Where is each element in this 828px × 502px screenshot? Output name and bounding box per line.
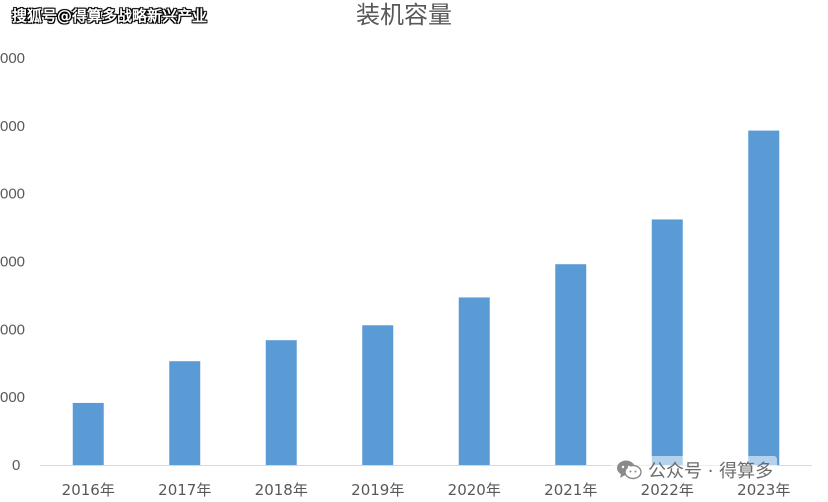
x-tick-label: 2020年 [448, 481, 501, 499]
y-tick-label: 000 [0, 389, 25, 406]
top-watermark: 搜狐号@得算多战略新兴产业 [12, 7, 208, 25]
bar-2017年 [169, 361, 201, 465]
y-tick-label: 000 [0, 50, 25, 67]
y-tick-label: 000 [0, 118, 25, 135]
bar-2016年 [72, 402, 104, 465]
x-tick-label: 2023年 [737, 481, 790, 499]
x-tick-label: 2022年 [641, 481, 694, 499]
bar-2021年 [555, 264, 587, 465]
x-tick-label: 2018年 [255, 481, 308, 499]
x-axis: 2016年 2017年 2018年 2019年 2020年 2021年 2022年 2023年 [62, 481, 791, 499]
y-tick-label: 0 [12, 457, 20, 474]
bar-2022年 [651, 219, 683, 465]
x-tick-label: 2017年 [158, 481, 211, 499]
wechat-icon [616, 459, 642, 481]
bars-group [72, 130, 780, 465]
bar-2023年 [748, 130, 780, 465]
y-tick-label: 000 [0, 321, 25, 338]
chart-title: 装机容量 [356, 1, 452, 29]
y-tick-label: 000 [0, 254, 25, 271]
bottom-watermark-text: 公众号 · 得算多 [648, 461, 774, 482]
bottom-watermark: 公众号 · 得算多 [612, 456, 778, 484]
y-tick-label: 000 [0, 186, 25, 203]
x-tick-label: 2021年 [544, 481, 597, 499]
x-tick-label: 2019年 [351, 481, 404, 499]
bar-2018年 [265, 340, 297, 465]
bar-2020年 [458, 297, 490, 465]
x-tick-label: 2016年 [62, 481, 115, 499]
bar-2019年 [362, 325, 394, 465]
